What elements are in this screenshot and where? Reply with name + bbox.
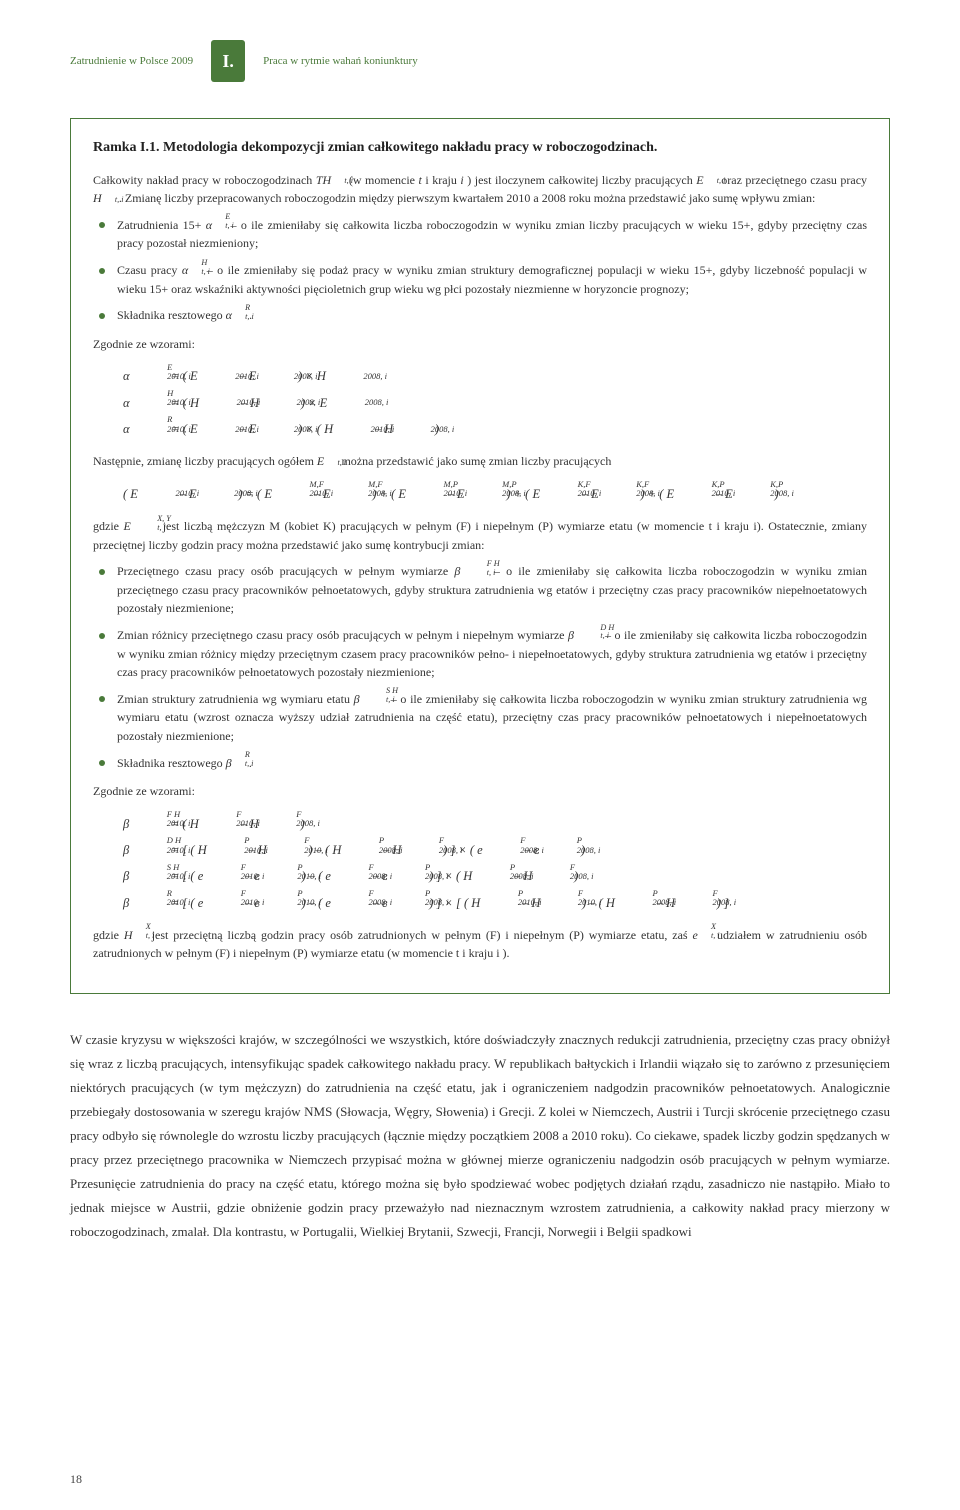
zgodnie-2: Zgodnie ze wzorami: [93,782,867,801]
list-item: Zatrudnienia 15+ αEt, i – o ile zmieniła… [93,216,867,253]
formula-block-3: βF H2010, i = ( HF2010, i – HF2008, i ) … [123,811,867,916]
box-intro: Całkowity nakład pracy w roboczogodzinac… [93,171,867,208]
framed-box: Ramka I.1. Metodologia dekompozycji zmia… [70,118,890,994]
box-title: Ramka I.1. Metodologia dekompozycji zmia… [93,137,867,159]
page-number: 18 [70,1470,82,1488]
list-item: Czasu pracy αHt, i – o ile zmieniłaby si… [93,261,867,298]
running-head: Zatrudnienie w Polsce 2009 I. Praca w ry… [70,40,890,82]
running-head-left: Zatrudnienie w Polsce 2009 [70,53,193,70]
bullet-list-1: Zatrudnienia 15+ αEt, i – o ile zmieniła… [93,216,867,325]
mid-para: Następnie, zmianę liczby pracujących ogó… [93,452,867,471]
list-item: Składnika resztowego αRt, i . [93,306,867,325]
gdzie-2: gdzie HXt, i jest przeciętną liczbą godz… [93,926,867,963]
list-item: Zmian różnicy przeciętnego czasu pracy o… [93,626,867,682]
bullet-list-2: Przeciętnego czasu pracy osób pracującyc… [93,562,867,772]
page: Zatrudnienie w Polsce 2009 I. Praca w ry… [0,0,960,1510]
running-head-right: Praca w rytmie wahań koniunktury [263,53,418,70]
list-item: Składnika resztowego βRt, i . [93,754,867,773]
formula-block-2: ( E2010, i – E2008, i ) = ( EM,F2010, i … [123,481,867,507]
zgodnie-1: Zgodnie ze wzorami: [93,335,867,354]
gdzie-1: gdzie EX, Yt, i jest liczbą mężczyzn M (… [93,517,867,554]
body-paragraph: W czasie kryzysu w większości krajów, w … [70,1028,890,1244]
list-item: Zmian struktury zatrudnienia wg wymiaru … [93,690,867,746]
chapter-badge: I. [211,40,245,82]
formula-block-1: αE2010, i = ( E2010, i – E2008, i ) × H2… [123,363,867,442]
list-item: Przeciętnego czasu pracy osób pracującyc… [93,562,867,618]
